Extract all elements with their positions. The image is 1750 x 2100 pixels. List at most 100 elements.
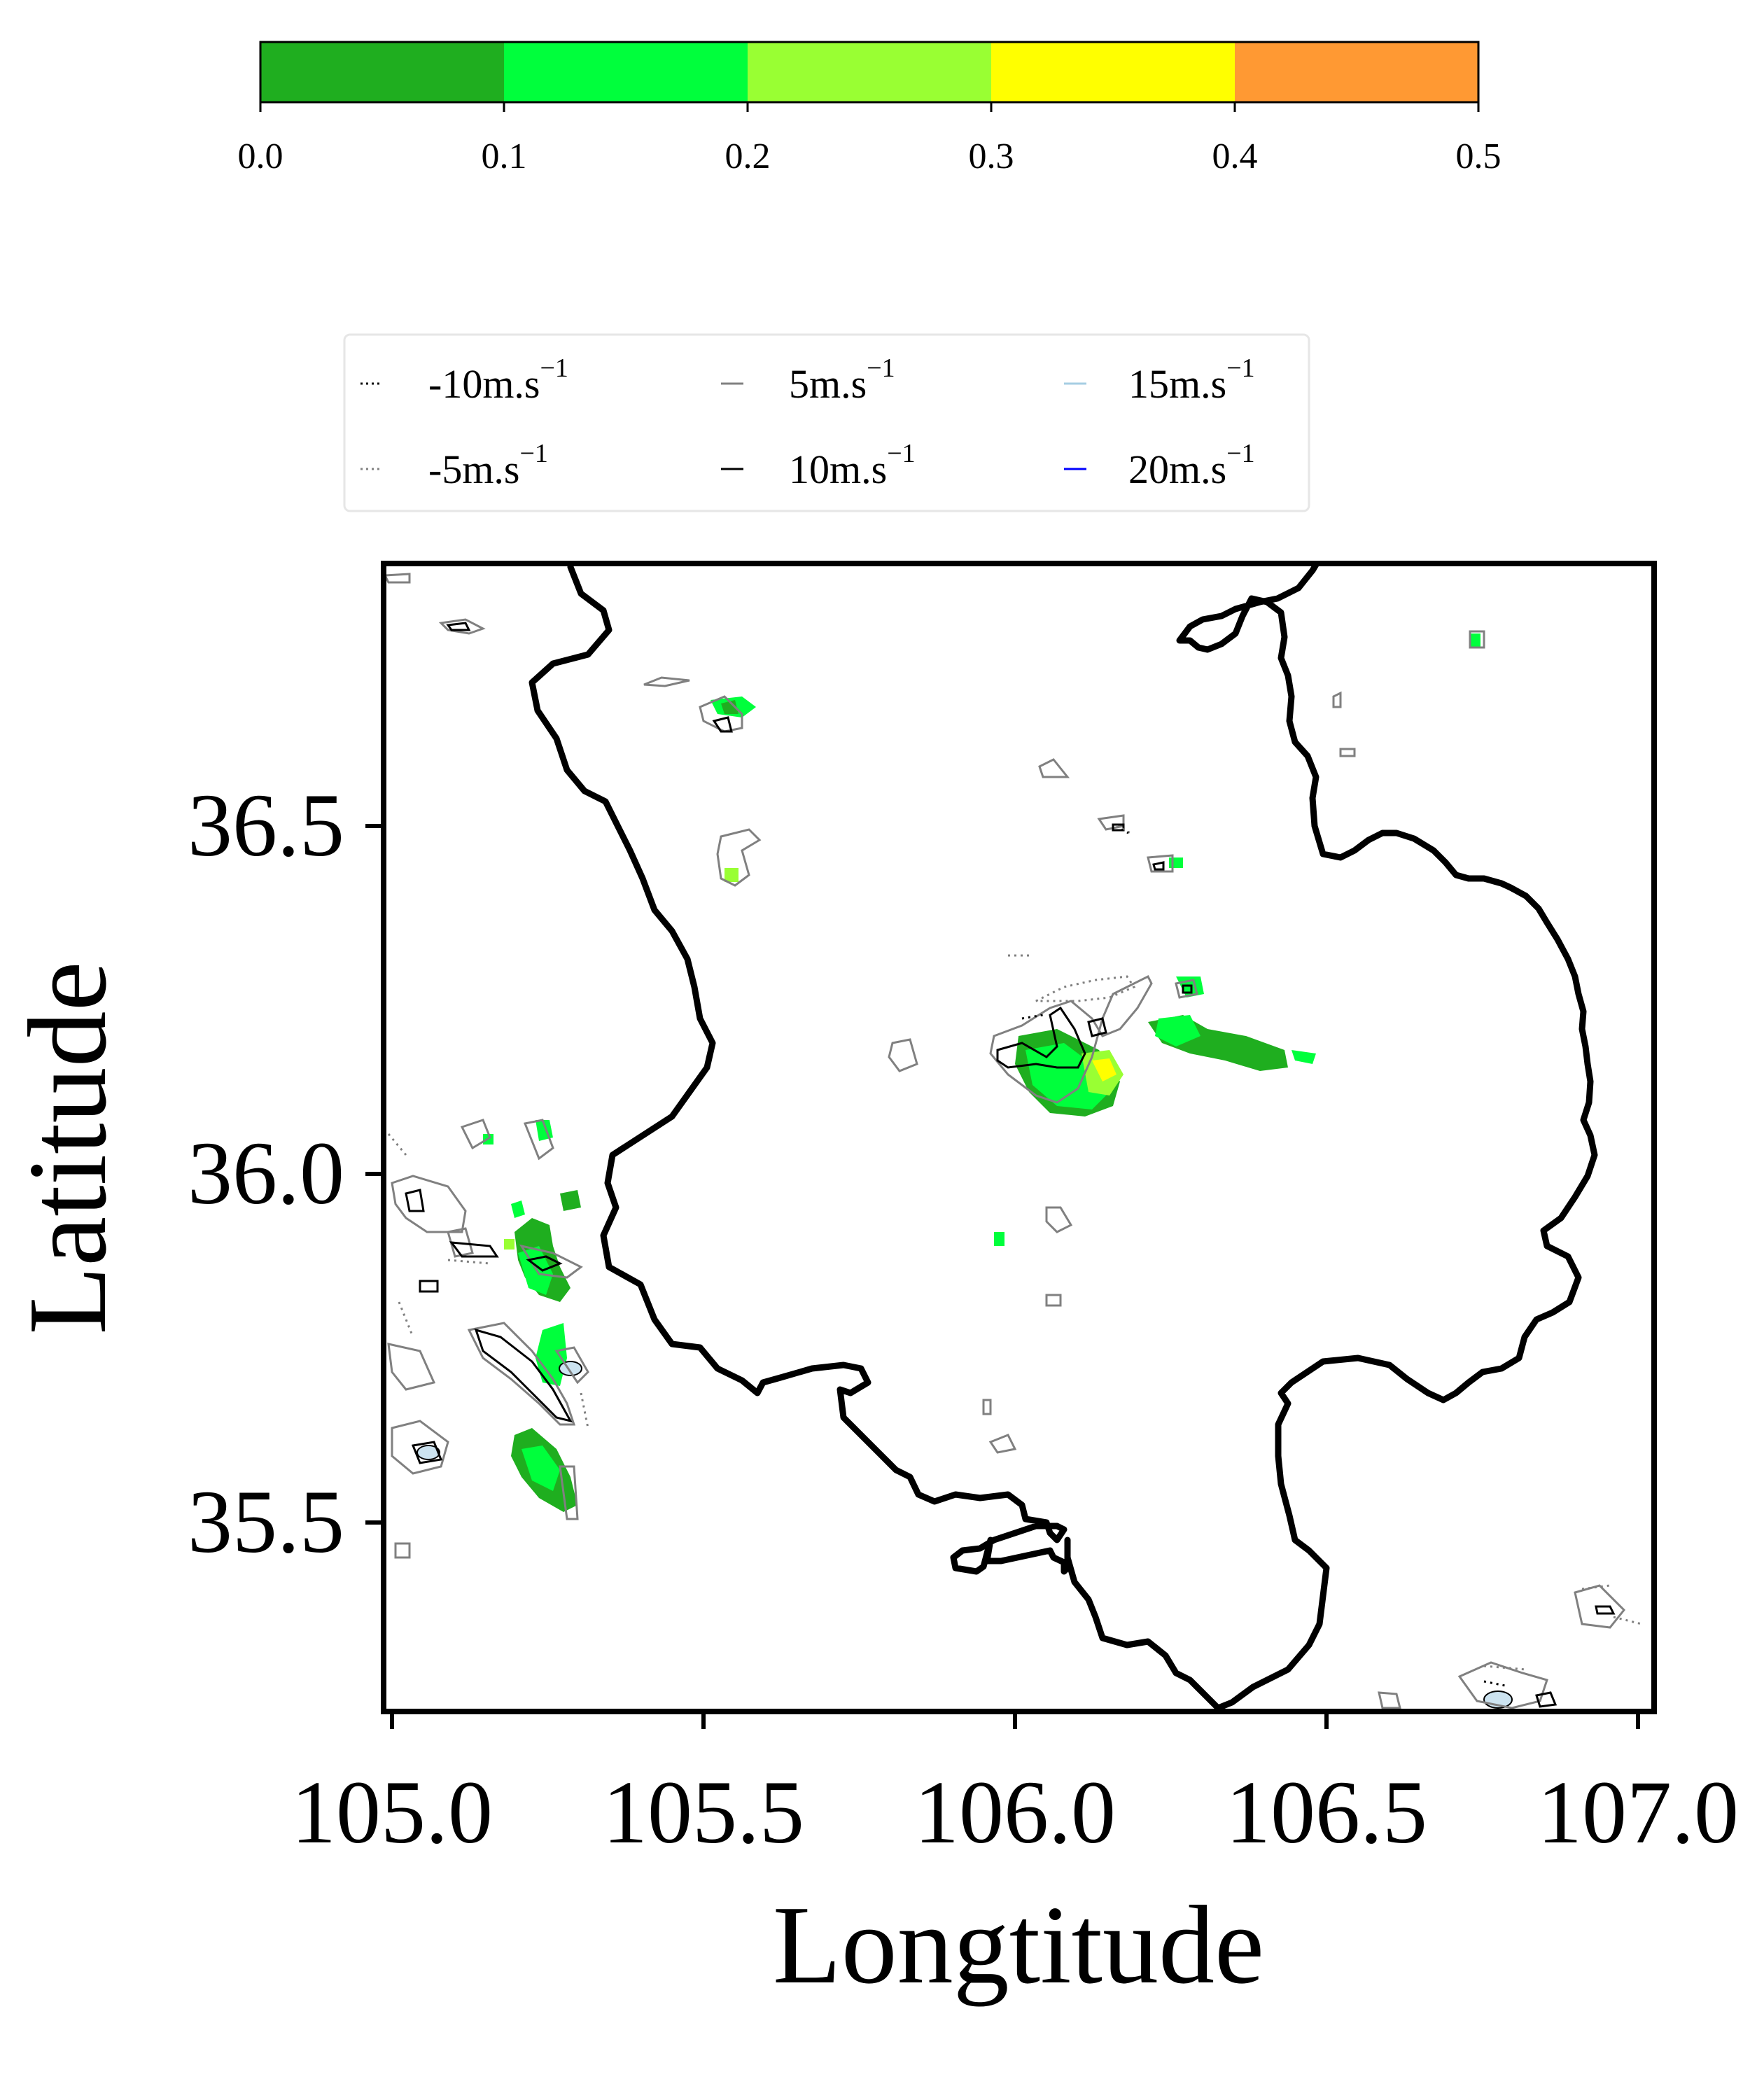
wind-5-contour [460,1119,491,1150]
wind-5-contour [519,1244,583,1279]
wind-neg5-contour [447,1259,491,1265]
wind-neg5-contour [1035,975,1136,1002]
rain-patch [518,1246,553,1295]
colorbar-segment-0 [260,42,504,102]
wind-5-contour [1457,1661,1548,1709]
rain-patch [504,1239,514,1250]
colorbar-tick-label: 0.0 [238,136,284,176]
map-frame [381,561,1657,1714]
x-tick-label: 105.5 [603,1763,804,1862]
rain-patch [1470,634,1480,648]
wind-10-contour [1152,861,1165,871]
wind-5-contour [1097,814,1125,831]
wind-5-contour [982,1399,992,1415]
wind-neg5-contour [1613,1616,1642,1625]
y-tick-label: 35.5 [188,1472,344,1572]
y-axis-label: Latitude [5,961,130,1334]
province-boundary [528,564,1598,1712]
y-tick-label: 36.0 [188,1124,344,1223]
y-ticks [365,824,384,1525]
wind-neg5-contour [398,1301,414,1338]
wind-10-contour [712,716,733,733]
colorbar-tick-label: 0.1 [482,136,527,176]
wind-5-contour [888,1038,918,1072]
x-ticks [390,1712,1640,1729]
wind-neg10-contours [1021,828,1506,1687]
colorbar-tick-label: 0.5 [1456,136,1502,176]
wind-5-contour [387,1343,436,1391]
wind-5-contour [716,828,762,887]
wind-10-contour [1595,1605,1616,1615]
x-tick-label: 107.0 [1537,1763,1739,1862]
rain-patch [560,1190,581,1211]
legend: -10m.s−1 -5m.s−1 5m.s−1 10m.s−1 15m.s−1 … [343,333,1310,512]
legend-label-15: 15m.s−1 [1128,354,1255,407]
colorbar-segment-3 [991,42,1235,102]
wind-5-contour [1175,979,1198,999]
x-axis-label: Longtitude [773,1882,1264,2007]
rain-patch-group [483,634,1480,1512]
wind-10-contour [449,1241,499,1258]
wind-5-contour [699,695,743,733]
wind-5-contour [643,676,690,687]
wind-5-contour [1378,1691,1401,1709]
wind-5-contour [447,1227,474,1258]
wind-10-contour [996,1006,1086,1069]
colorbar-segment-2 [748,42,991,102]
wind-5-contour [1038,758,1070,778]
map-panel: 105.0 105.5 106.0 106.5 107.0 36.5 36.0 … [5,561,1739,2007]
wind-10-contour [411,1441,443,1464]
wind-10-contours [405,622,1616,1708]
wind-5-contour [1045,1294,1062,1307]
wind-10-contour [446,622,471,631]
wind-10-contour [1087,1017,1107,1037]
wind-15-fill [416,1445,440,1460]
wind-neg10-contour [1121,828,1129,834]
colorbar-tick-label: 0.3 [969,136,1014,176]
legend-label-5: 5m.s−1 [789,354,895,407]
wind-5-contour [554,1346,589,1385]
wind-10-contour [1182,984,1193,994]
wind-5-contour [1147,854,1174,873]
colorbar-tick-label: 0.2 [725,136,771,176]
wind-neg5-contour [1581,1584,1611,1590]
wind-10-contour [474,1328,573,1423]
wind-5-contour [384,573,411,584]
wind-5-contour [559,1465,579,1520]
wind-neg5-contours [387,825,1642,1671]
wind-neg10-contour [1483,1680,1506,1687]
y-tick-label: 36.5 [188,776,344,875]
x-tick-label: 106.5 [1226,1763,1427,1862]
wind-10-contour [526,1255,563,1272]
colorbar-tick-label: 0.4 [1212,136,1258,176]
rain-patch [994,1232,1004,1246]
x-tick-label: 106.0 [914,1763,1116,1862]
legend-label-10: 10m.s−1 [789,439,916,492]
wind-5-contour [1045,1206,1073,1233]
wind-5-contours [384,573,1626,1709]
rain-patch [1155,1015,1200,1046]
wind-5-contour [988,1434,1017,1454]
wind-5-contour [391,1420,449,1475]
wind-15-fill-group [416,1361,1513,1709]
wind-5-contour [1339,748,1356,757]
x-tick-label: 105.0 [291,1763,493,1862]
wind-10-contour [419,1280,439,1293]
colorbar-segment-4 [1235,42,1478,102]
wind-5-contour [438,618,486,635]
wind-neg5-contour [580,1392,589,1429]
wind-5-contour [523,1119,554,1161]
wind-5-contour [989,974,1153,1104]
wind-5-contour [1332,691,1342,708]
rain-patch [724,868,738,882]
wind-5-contour [467,1322,576,1426]
wind-10-contour [405,1189,425,1212]
rain-patch [522,1446,560,1491]
wind-5-contour [394,1542,411,1559]
legend-label-neg5: -5m.s−1 [428,439,548,492]
rain-patch [721,700,738,714]
wind-10-contour [1535,1691,1558,1708]
rain-patch [1092,1058,1116,1082]
wind-5-contour [391,1175,467,1233]
